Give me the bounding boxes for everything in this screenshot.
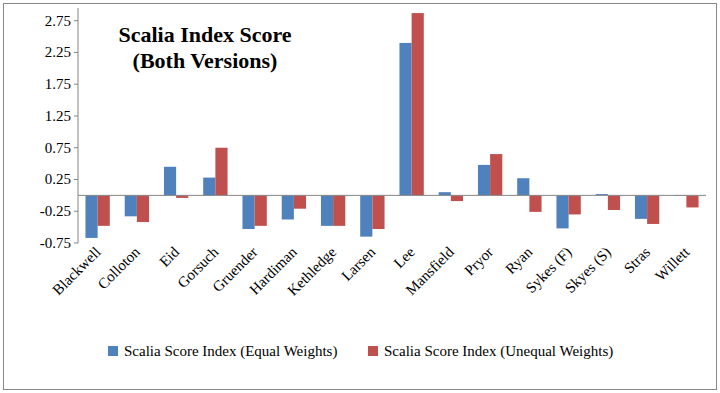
bar bbox=[372, 195, 384, 229]
y-tick-label: 0.25 bbox=[45, 171, 71, 187]
legend: Scalia Score Index (Equal Weights) Scalia… bbox=[108, 343, 613, 360]
bar bbox=[164, 167, 176, 196]
y-tick bbox=[74, 115, 78, 116]
y-tick-label: 0.75 bbox=[45, 140, 71, 156]
bar bbox=[412, 13, 424, 195]
y-tick-label: 1.25 bbox=[45, 108, 71, 124]
bar bbox=[333, 195, 345, 225]
bar bbox=[529, 195, 541, 212]
chart-svg: -0.75 -0.25 0.25 0.75 1.25 1.75 2.25 2.75 Blackw… bbox=[0, 0, 720, 393]
bar bbox=[360, 195, 372, 236]
x-tick-label: Stras bbox=[621, 244, 654, 277]
legend-swatch bbox=[108, 346, 118, 356]
bar bbox=[686, 195, 698, 207]
x-tick-label: Pryor bbox=[461, 244, 496, 279]
y-tick-label: 1.75 bbox=[45, 76, 71, 92]
legend-label: Scalia Score Index (Unequal Weights) bbox=[384, 343, 613, 360]
x-axis-line bbox=[78, 195, 706, 196]
x-tick-label: Lee bbox=[391, 244, 418, 271]
title: Scalia Index Score bbox=[118, 22, 291, 47]
subtitle: (Both Versions) bbox=[133, 48, 278, 73]
bar bbox=[569, 195, 581, 214]
bar bbox=[242, 195, 254, 229]
x-tick-label: Eid bbox=[156, 243, 182, 269]
x-tick-label: Willett bbox=[652, 243, 693, 284]
bar bbox=[98, 195, 110, 225]
bar bbox=[490, 154, 502, 195]
legend-swatch bbox=[368, 346, 378, 356]
x-tick-label: Mansfield bbox=[403, 243, 458, 298]
bar bbox=[137, 195, 149, 222]
x-tick-label: Ryan bbox=[502, 243, 536, 277]
y-tick bbox=[74, 147, 78, 148]
chart-border bbox=[4, 4, 717, 390]
bar bbox=[451, 195, 463, 201]
bar bbox=[399, 43, 411, 195]
bar bbox=[556, 195, 568, 228]
y-tick-label: -0.75 bbox=[40, 235, 71, 251]
y-tick bbox=[74, 20, 78, 21]
bar bbox=[125, 195, 137, 216]
legend-label: Scalia Score Index (Equal Weights) bbox=[124, 343, 337, 360]
y-tick-label: -0.25 bbox=[40, 203, 71, 219]
chart-container: -0.75 -0.25 0.25 0.75 1.25 1.75 2.25 2.75 Blackw… bbox=[0, 0, 720, 393]
bar bbox=[215, 148, 227, 196]
y-tick-label: 2.75 bbox=[45, 13, 71, 29]
y-tick bbox=[74, 211, 78, 212]
y-tick bbox=[74, 52, 78, 53]
y-tick bbox=[74, 84, 78, 85]
bar bbox=[647, 195, 659, 224]
bar bbox=[321, 195, 333, 225]
x-tick-label: Kethledge bbox=[284, 244, 339, 299]
bar bbox=[294, 195, 306, 208]
bar bbox=[282, 195, 294, 219]
bar bbox=[85, 195, 97, 238]
bar bbox=[255, 195, 267, 225]
y-tick-label: 2.25 bbox=[45, 44, 71, 60]
y-axis-line bbox=[78, 8, 79, 243]
bar bbox=[203, 178, 215, 196]
bar bbox=[478, 165, 490, 195]
bar bbox=[608, 195, 620, 210]
x-tick-label: Larsen bbox=[338, 243, 379, 284]
y-tick bbox=[74, 243, 78, 244]
x-tick-label: Colloton bbox=[95, 243, 144, 292]
x-tick-label: Skyes (S) bbox=[562, 244, 615, 297]
bars-group bbox=[85, 13, 698, 238]
bar bbox=[635, 195, 647, 219]
y-tick bbox=[74, 179, 78, 180]
bar bbox=[517, 178, 529, 195]
x-tick-label: Blackwell bbox=[49, 244, 103, 298]
